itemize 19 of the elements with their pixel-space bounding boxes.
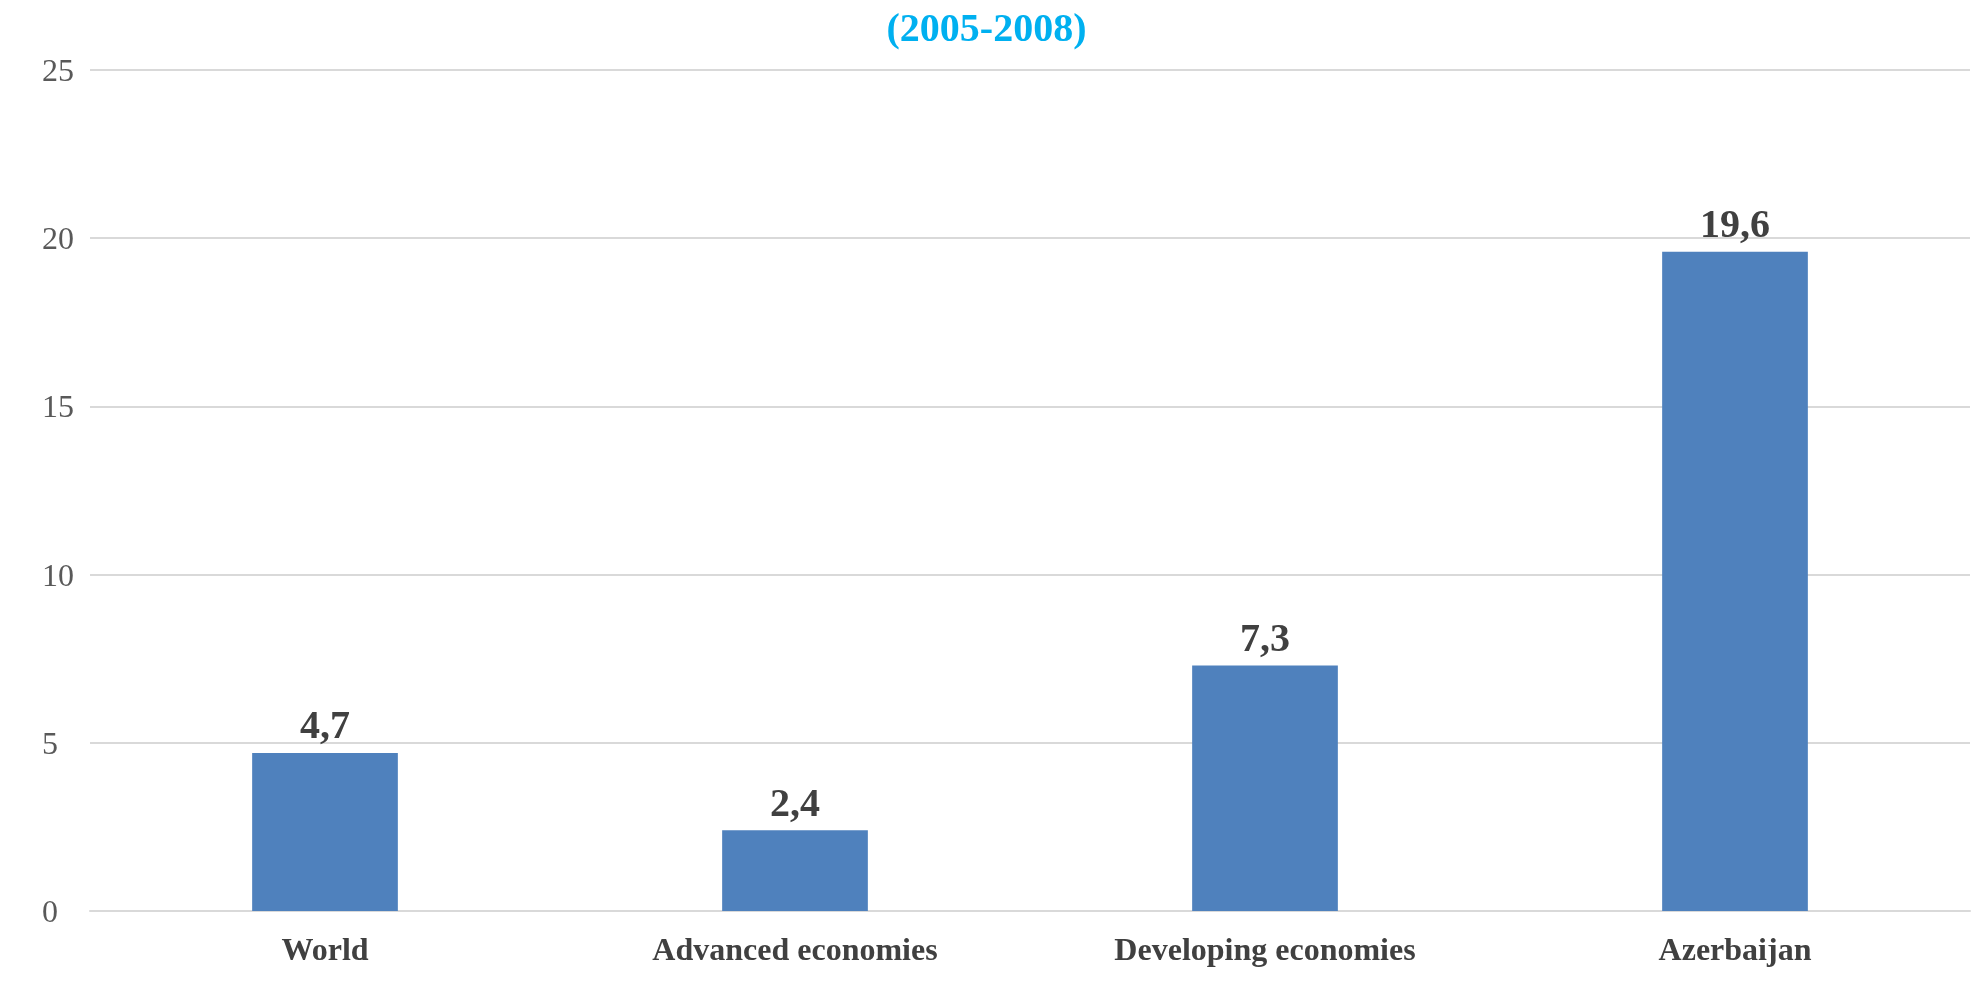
x-tick-label: Developing economies [1114, 931, 1416, 967]
data-label: 7,3 [1240, 614, 1290, 660]
y-tick-label: 25 [42, 52, 74, 88]
data-label: 2,4 [770, 779, 820, 825]
y-tick-label: 0 [42, 893, 58, 929]
y-tick-label: 20 [42, 220, 74, 257]
x-tick-label: Azerbaijan [1658, 931, 1812, 967]
data-label: 19,6 [1700, 201, 1770, 247]
bar [1192, 665, 1338, 911]
bar [1662, 251, 1808, 911]
chart-title: (2005-2008) [886, 4, 1087, 50]
x-tick-label: Advanced economies [652, 931, 938, 967]
y-tick-label: 15 [42, 388, 74, 425]
y-tick-label: 10 [42, 556, 74, 593]
bar [722, 830, 868, 911]
data-label: 4,7 [300, 702, 350, 748]
bar [252, 752, 398, 911]
x-tick-label: World [281, 931, 369, 967]
y-tick-label: 5 [42, 724, 58, 761]
